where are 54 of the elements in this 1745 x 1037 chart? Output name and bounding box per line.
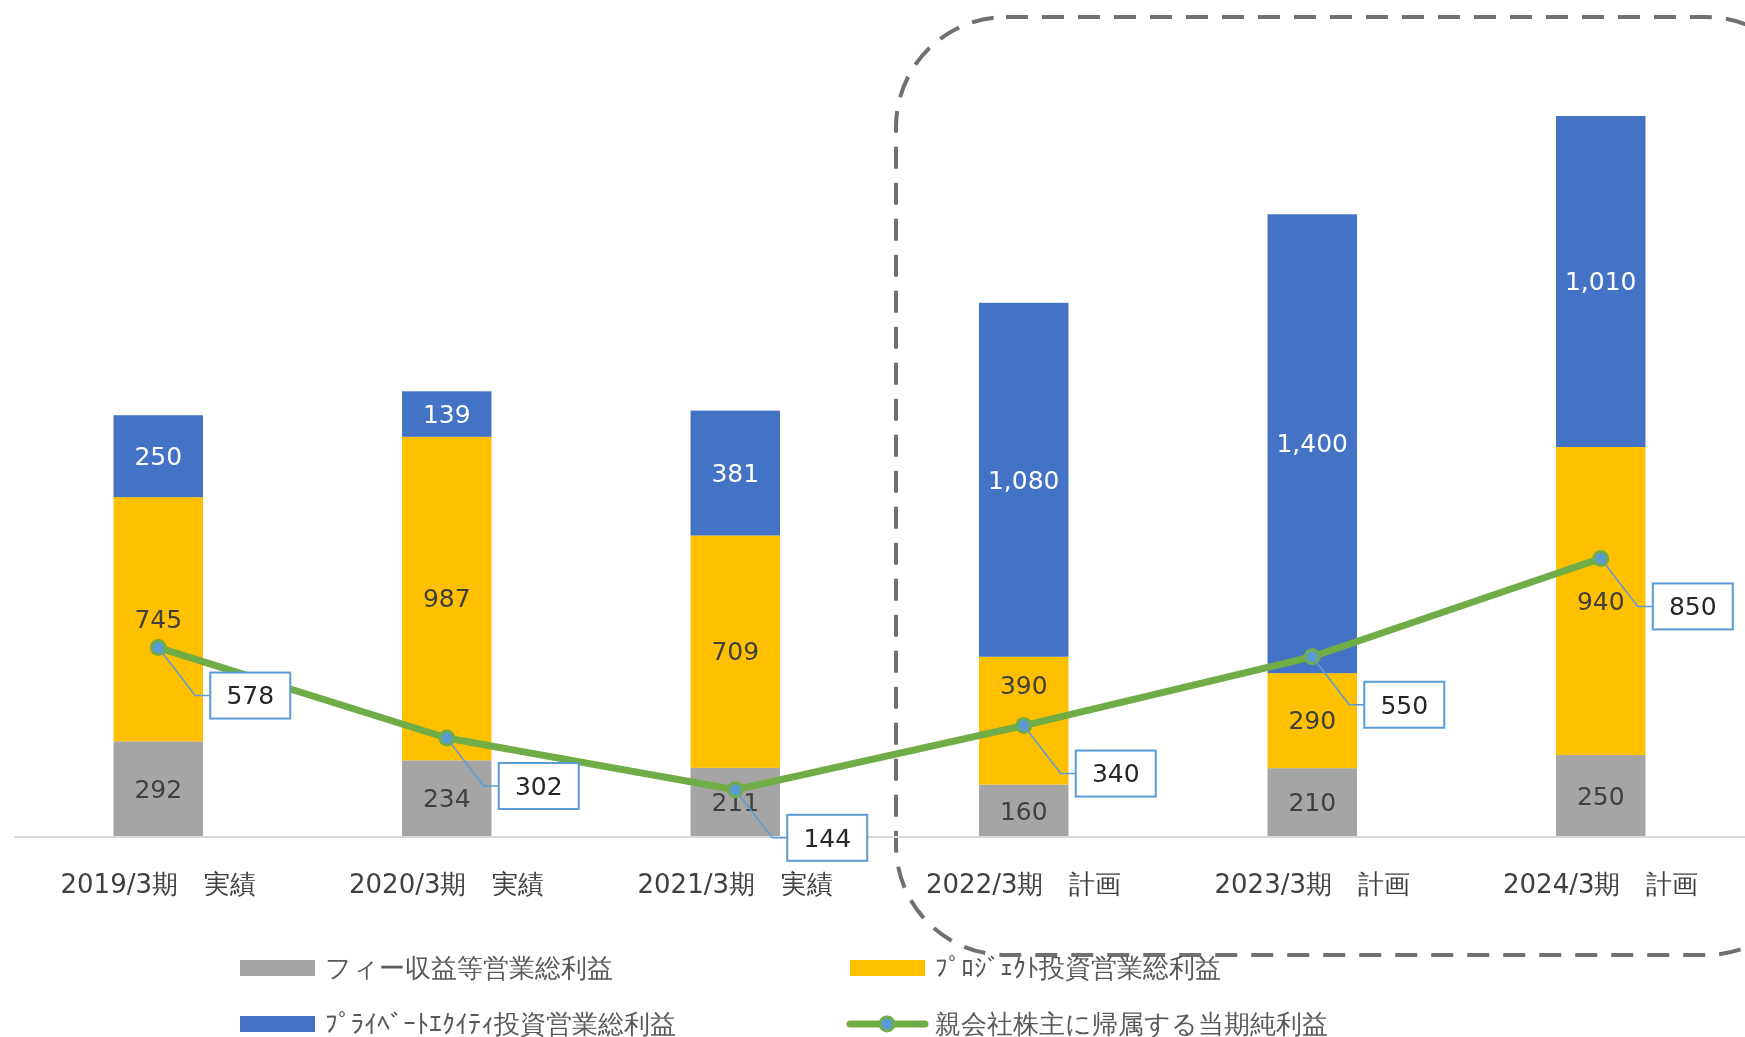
data-label: 1,010: [1564, 267, 1637, 297]
bar: [1556, 755, 1646, 837]
data-label: 302: [514, 771, 563, 801]
bar: [113, 497, 203, 742]
data-label: 850: [1668, 592, 1717, 622]
x-tick-label: 2021/3期 実績: [637, 869, 833, 900]
bar: [1267, 214, 1357, 674]
bar: [1267, 673, 1357, 769]
data-label: 144: [803, 823, 852, 853]
point: [438, 729, 456, 747]
legend-label: フィー収益等営業総利益: [325, 953, 613, 984]
bar: [402, 760, 492, 837]
data-label: 139: [422, 399, 471, 429]
data-label: 987: [422, 584, 471, 614]
legend-label: ﾌﾟﾛｼﾞｪｸﾄ投資営業総利益: [935, 953, 1221, 984]
point: [1015, 717, 1033, 735]
data-label: 250: [1576, 781, 1625, 811]
bar: [402, 391, 492, 437]
x-tick-label: 2019/3期 実績: [60, 869, 256, 900]
point: [149, 639, 167, 657]
bar: [979, 302, 1069, 657]
bar: [113, 415, 203, 498]
bar: [1556, 447, 1646, 756]
data-label: 745: [134, 604, 183, 634]
bar: [1556, 116, 1646, 448]
point: [1592, 549, 1610, 567]
data-label: 250: [134, 441, 183, 471]
data-label: 578: [226, 681, 275, 711]
x-tick-label: 2024/3期 計画: [1503, 869, 1699, 900]
data-label: 1,400: [1276, 429, 1349, 459]
x-tick-label: 2020/3期 実績: [349, 869, 545, 900]
bar: [402, 436, 492, 761]
data-label: 1,080: [987, 465, 1060, 495]
data-label: 290: [1288, 706, 1337, 736]
point: [1303, 648, 1321, 666]
bar: [1267, 768, 1357, 837]
bar: [979, 656, 1069, 785]
data-label: 550: [1380, 690, 1429, 720]
data-label: 234: [422, 784, 471, 814]
bar: [690, 410, 780, 536]
data-label: 709: [711, 637, 760, 667]
x-tick-label: 2023/3期 計画: [1214, 869, 1410, 900]
data-label: 390: [999, 671, 1048, 701]
data-label: 381: [711, 458, 760, 488]
data-label: 340: [1091, 759, 1140, 789]
data-label: 292: [134, 774, 183, 804]
data-label: 940: [1576, 586, 1625, 616]
data-label: 210: [1288, 788, 1337, 818]
x-tick-label: 2022/3期 計画: [926, 869, 1122, 900]
bar: [690, 535, 780, 768]
legend-label: ﾌﾟﾗｲﾍﾞｰﾄｴｸｲﾃｨ投資営業総利益: [325, 1009, 676, 1037]
data-label: 160: [999, 796, 1048, 826]
bar: [113, 741, 203, 837]
legend-label: 親会社株主に帰属する当期純利益: [935, 1009, 1328, 1037]
